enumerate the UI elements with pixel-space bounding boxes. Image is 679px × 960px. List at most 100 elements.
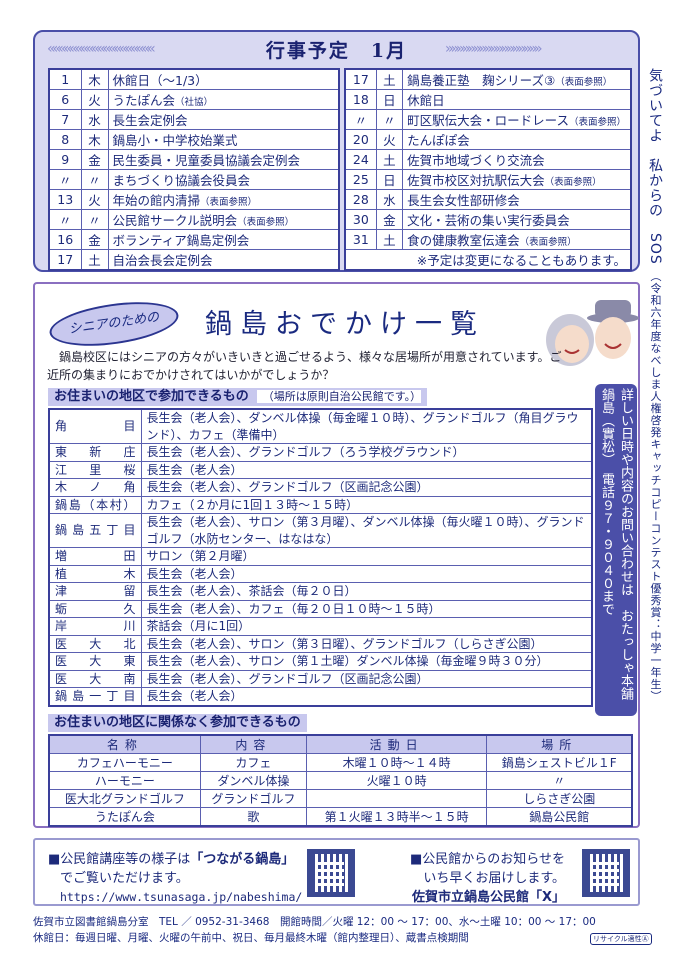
schedule-row: 7 水長生会定例会 [48, 109, 340, 130]
event-title: 休館日 [407, 93, 445, 108]
day: 31 [344, 229, 377, 250]
area-activities: 長生会（老人会）、茶話会（毎２０日） [140, 582, 593, 601]
day: 13 [48, 189, 82, 210]
area-name: 角目 [48, 408, 142, 444]
day: 17 [344, 68, 377, 90]
group-cell: うたぽん会 [48, 806, 201, 826]
event-title: 休館日（～1/3） [112, 73, 208, 88]
schedule-row: 17 土自治会長会定例会 [48, 249, 340, 271]
event: 食の健康教室伝達会（表面参照） [402, 229, 632, 250]
schedule-row: 31 土食の健康教室伝達会（表面参照） [344, 229, 632, 250]
info-left-bold: 「つながる鍋島」 [190, 852, 295, 867]
section1-heading: お住まいの地区で参加できるもの （場所は原則自治公民館です。） [48, 388, 428, 406]
event-title: たんぽぽ会 [407, 133, 470, 148]
group-cell: カフェハーモニー [48, 752, 201, 772]
event: たんぽぽ会 [402, 129, 632, 150]
group-row: 医大北グランドゴルフ グランドゴルフ しらさぎ公園 [48, 788, 633, 808]
schedule-row: 1 木休館日（～1/3） [48, 68, 340, 90]
info-right-line2: いち早くお届けします。 [423, 871, 566, 886]
area-activities: サロン（第２月曜） [140, 547, 593, 566]
chevron-decoration-icon: ««««««««««««««««««« [47, 41, 156, 57]
contact-box: 詳しい日時や内容のお問い合わせは おたっしゃ本舗鍋島（實松） 電話９７・９０４０… [595, 384, 637, 716]
group-cell: カフェ [199, 752, 307, 772]
weekday: 土 [375, 149, 404, 170]
footer-line2: 休館日：毎週日曜、月曜、火曜の午前中、祝日、毎月最終木曜（館内整理日）、蔵書点検… [33, 932, 469, 944]
group-cell: 〃 [486, 770, 633, 790]
schedule-row: 6 火うたぽん会（社協） [48, 89, 340, 110]
area-name: 津留 [48, 582, 142, 601]
qr-code-x[interactable] [582, 849, 630, 897]
senior-couple-illustration [546, 300, 639, 366]
event: 長生会定例会 [107, 109, 340, 130]
area-activities: 長生会（老人会） [140, 687, 593, 706]
weekday: 火 [80, 189, 109, 210]
group-cell: 鍋島公民館 [486, 806, 633, 826]
event: 鍋島小・中学校始業式 [107, 129, 340, 150]
area-row: 増田 サロン（第２月曜） [48, 547, 593, 566]
area-row: 鍋島五丁目 長生会（老人会）、サロン（第３月曜）、ダンベル体操（毎火曜１０時）、グ… [48, 513, 593, 548]
schedule-row: 〃〃公民館サークル説明会（表面参照） [48, 209, 340, 230]
event: ボランティア鍋島定例会 [107, 229, 340, 250]
info-right-line1: ■公民館からのお知らせを [410, 852, 566, 867]
weekday: 火 [375, 129, 404, 150]
weekday: 木 [80, 129, 109, 150]
info-box: ■公民館講座等の様子は「つながる鍋島」 でご覧いただけます。 https://w… [33, 838, 640, 906]
group-cell: ハーモニー [48, 770, 201, 790]
weekday: 水 [375, 189, 404, 210]
area-activities: 長生会（老人会）、グランドゴルフ（区画記念公園） [140, 669, 593, 688]
slogan-credit: （令和六年度なべしま人権啓発キャッチコピーコンテスト優秀賞：中学一年生） [649, 270, 662, 703]
schedule-row: 〃〃町区駅伝大会・ロードレース（表面参照） [344, 109, 632, 130]
schedule-row: 13 火年始の館内清掃（表面参照） [48, 189, 340, 210]
weekday: 金 [80, 149, 109, 170]
group-cell [305, 788, 488, 808]
group-cell: 鍋島シェストビル１F [486, 752, 633, 772]
event-title: 長生会女性部研修会 [407, 193, 520, 208]
weekday: 日 [375, 169, 404, 190]
area-activities: 長生会（老人会）、カフェ（毎２０日１０時～１５時） [140, 599, 593, 618]
group-row: うたぽん会歌第１火曜１３時半～１５時 鍋島公民館 [48, 806, 633, 826]
weekday: 土 [80, 249, 109, 271]
schedule-row: 28 水長生会女性部研修会 [344, 189, 632, 210]
schedule-row: 9 金民生委員・児童委員協議会定例会 [48, 149, 340, 170]
weekday: 〃 [375, 109, 404, 130]
area-activities: 茶話会（月に1回） [140, 617, 593, 636]
group-row: カフェハーモニー カフェ 木曜１０時～１４時 鍋島シェストビル１F [48, 752, 633, 772]
section1-note: （場所は原則自治公民館です。） [256, 390, 422, 403]
event-title: 民生委員・児童委員協議会定例会 [112, 153, 301, 168]
event: 民生委員・児童委員協議会定例会 [107, 149, 340, 170]
info-right: ■公民館からのお知らせを いち早くお届けします。 佐賀市立鍋島公民館「X」 [410, 850, 565, 907]
group-header-row: 名称 内容 活動日 場所 [48, 734, 633, 754]
event-title: 佐賀市校区対抗駅伝大会 [407, 173, 545, 188]
event: 自治会長会定例会 [107, 249, 340, 271]
event-title: 鍋島養正塾 麹シリーズ③ [407, 73, 556, 88]
day: 7 [48, 109, 82, 130]
group-table: 名称 内容 活動日 場所 カフェハーモニー カフェ 木曜１０時～１４時 鍋島シェストビル１F ハ… [48, 733, 633, 827]
weekday: 〃 [80, 209, 109, 230]
area-name: 岸川 [48, 617, 142, 636]
website-link[interactable]: https://www.tsunasaga.jp/nabeshima/ [60, 890, 303, 904]
event: うたぽん会（社協） [107, 89, 340, 110]
area-row: 医大南 長生会（老人会）、グランドゴルフ（区画記念公園） [48, 669, 593, 688]
area-name: 医大北 [48, 634, 142, 653]
event-note: （表面参照） [544, 177, 602, 188]
slogan: 気づいてよ 私からの SOS （令和六年度なべしま人権啓発キャッチコピーコンテス… [645, 68, 665, 718]
area-name: 増田 [48, 547, 142, 566]
day: 9 [48, 149, 82, 170]
event: まちづくり協議会役員会 [107, 169, 340, 190]
event-title: 鍋島小・中学校始業式 [112, 133, 238, 148]
schedule-row: 17 土鍋島養正塾 麹シリーズ③（表面参照） [344, 68, 632, 90]
day: 16 [48, 229, 82, 250]
area-row: 岸川 茶話会（月に1回） [48, 617, 593, 636]
area-name: 医大東 [48, 652, 142, 671]
schedule-row: 20 火たんぽぽ会 [344, 129, 632, 150]
area-name: 木ノ角 [48, 478, 142, 497]
group-row: ハーモニー ダンベル体操 火曜１０時〃 [48, 770, 633, 790]
qr-code-website[interactable] [307, 849, 355, 897]
weekday: 土 [375, 68, 404, 90]
group-header: 内容 [199, 734, 307, 754]
area-row: 鍋島一丁目 長生会（老人会） [48, 687, 593, 706]
slogan-main: 気づいてよ 私からの SOS [647, 68, 663, 265]
day: 20 [344, 129, 377, 150]
recycle-mark: リサイクル適性Ⓐ [590, 933, 652, 945]
event: 公民館サークル説明会（表面参照） [107, 209, 340, 230]
